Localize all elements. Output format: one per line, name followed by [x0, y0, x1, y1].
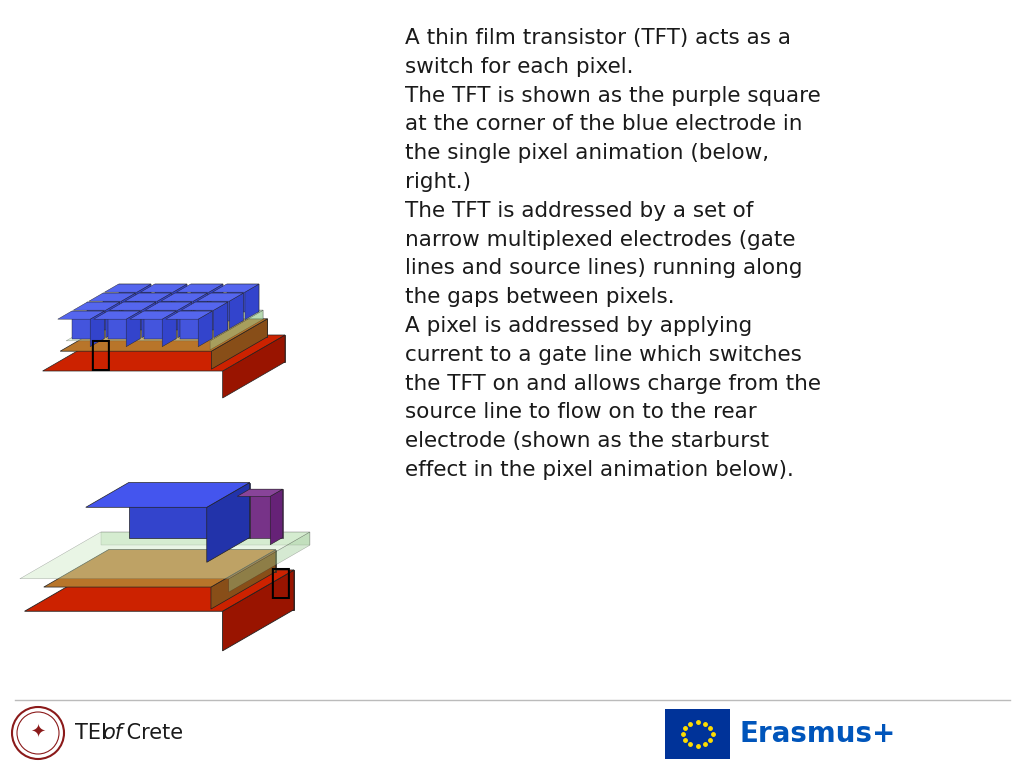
Polygon shape: [129, 482, 250, 538]
Text: A thin film transistor (TFT) acts as a
switch for each pixel.
The TFT is shown a: A thin film transistor (TFT) acts as a s…: [406, 28, 821, 480]
Polygon shape: [213, 284, 259, 292]
Polygon shape: [222, 570, 294, 650]
Polygon shape: [140, 284, 187, 292]
Polygon shape: [119, 310, 263, 319]
Polygon shape: [110, 302, 156, 310]
Polygon shape: [143, 311, 176, 339]
Polygon shape: [207, 482, 250, 562]
Polygon shape: [158, 293, 171, 329]
Polygon shape: [197, 293, 244, 301]
Polygon shape: [173, 284, 187, 319]
Polygon shape: [161, 293, 208, 301]
Polygon shape: [109, 550, 275, 571]
FancyBboxPatch shape: [665, 709, 730, 759]
Polygon shape: [211, 319, 267, 369]
Polygon shape: [123, 302, 156, 329]
Polygon shape: [126, 311, 140, 346]
Polygon shape: [100, 532, 310, 545]
Polygon shape: [180, 311, 212, 339]
Polygon shape: [145, 302, 191, 310]
Polygon shape: [108, 311, 140, 339]
Text: TEI: TEI: [75, 723, 114, 743]
Polygon shape: [67, 310, 263, 341]
Polygon shape: [211, 293, 244, 320]
Polygon shape: [87, 302, 120, 329]
Polygon shape: [196, 302, 227, 329]
Text: Crete: Crete: [120, 723, 183, 743]
Polygon shape: [155, 284, 187, 312]
Text: of: of: [102, 723, 122, 743]
Polygon shape: [209, 284, 223, 319]
Polygon shape: [228, 532, 310, 592]
Polygon shape: [44, 550, 275, 587]
Polygon shape: [125, 293, 171, 301]
Polygon shape: [222, 335, 285, 398]
Polygon shape: [19, 532, 310, 579]
Polygon shape: [175, 293, 208, 320]
Polygon shape: [94, 311, 140, 319]
Polygon shape: [130, 311, 176, 319]
Polygon shape: [229, 293, 244, 329]
Polygon shape: [43, 335, 285, 371]
Text: 🎬: 🎬: [89, 338, 111, 372]
Polygon shape: [86, 482, 250, 508]
Polygon shape: [25, 570, 294, 611]
Polygon shape: [226, 284, 259, 312]
Polygon shape: [96, 570, 294, 610]
Polygon shape: [60, 319, 267, 351]
Polygon shape: [194, 293, 208, 329]
Polygon shape: [74, 302, 120, 310]
Polygon shape: [72, 311, 104, 339]
Polygon shape: [122, 293, 135, 329]
Polygon shape: [178, 302, 191, 338]
Polygon shape: [211, 550, 275, 609]
Polygon shape: [160, 302, 191, 329]
Polygon shape: [210, 310, 263, 350]
Polygon shape: [190, 284, 223, 312]
Polygon shape: [89, 293, 135, 301]
Polygon shape: [105, 335, 285, 362]
Polygon shape: [270, 489, 283, 545]
Polygon shape: [176, 284, 223, 292]
Text: ✦: ✦: [31, 724, 45, 742]
Polygon shape: [90, 311, 104, 346]
Polygon shape: [141, 302, 156, 338]
Polygon shape: [166, 311, 212, 319]
Polygon shape: [137, 284, 151, 319]
Polygon shape: [57, 311, 104, 319]
Polygon shape: [104, 284, 151, 292]
Polygon shape: [214, 302, 227, 338]
Polygon shape: [238, 489, 283, 496]
Polygon shape: [117, 319, 267, 337]
Polygon shape: [250, 489, 283, 538]
Polygon shape: [181, 302, 227, 310]
Polygon shape: [162, 311, 176, 346]
Polygon shape: [119, 284, 151, 312]
Polygon shape: [139, 293, 171, 320]
Polygon shape: [105, 302, 120, 338]
Polygon shape: [199, 311, 212, 346]
Polygon shape: [103, 293, 135, 320]
Text: Erasmus+: Erasmus+: [740, 720, 896, 748]
Text: 🎬: 🎬: [269, 566, 291, 600]
Polygon shape: [245, 284, 259, 319]
